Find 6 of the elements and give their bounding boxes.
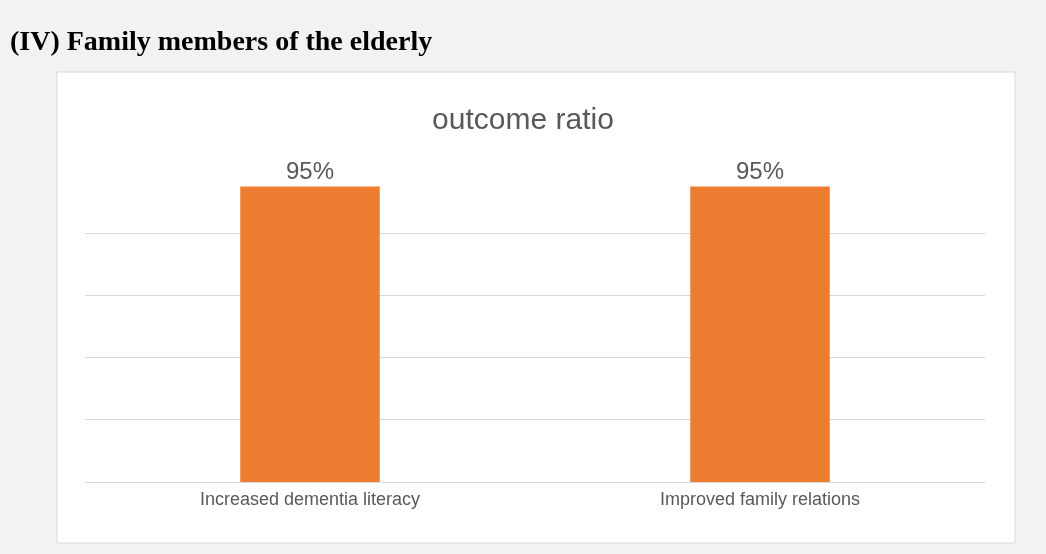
- data-label: 95%: [285, 156, 335, 184]
- x-tick-label: Increased dementia literacy: [199, 488, 421, 509]
- text: (IV) Family members of the elderly: [10, 25, 433, 56]
- data-label: 95%: [735, 156, 785, 184]
- chart-title: outcome ratio: [432, 101, 614, 135]
- x-tick-label: Improved family relations: [659, 488, 861, 509]
